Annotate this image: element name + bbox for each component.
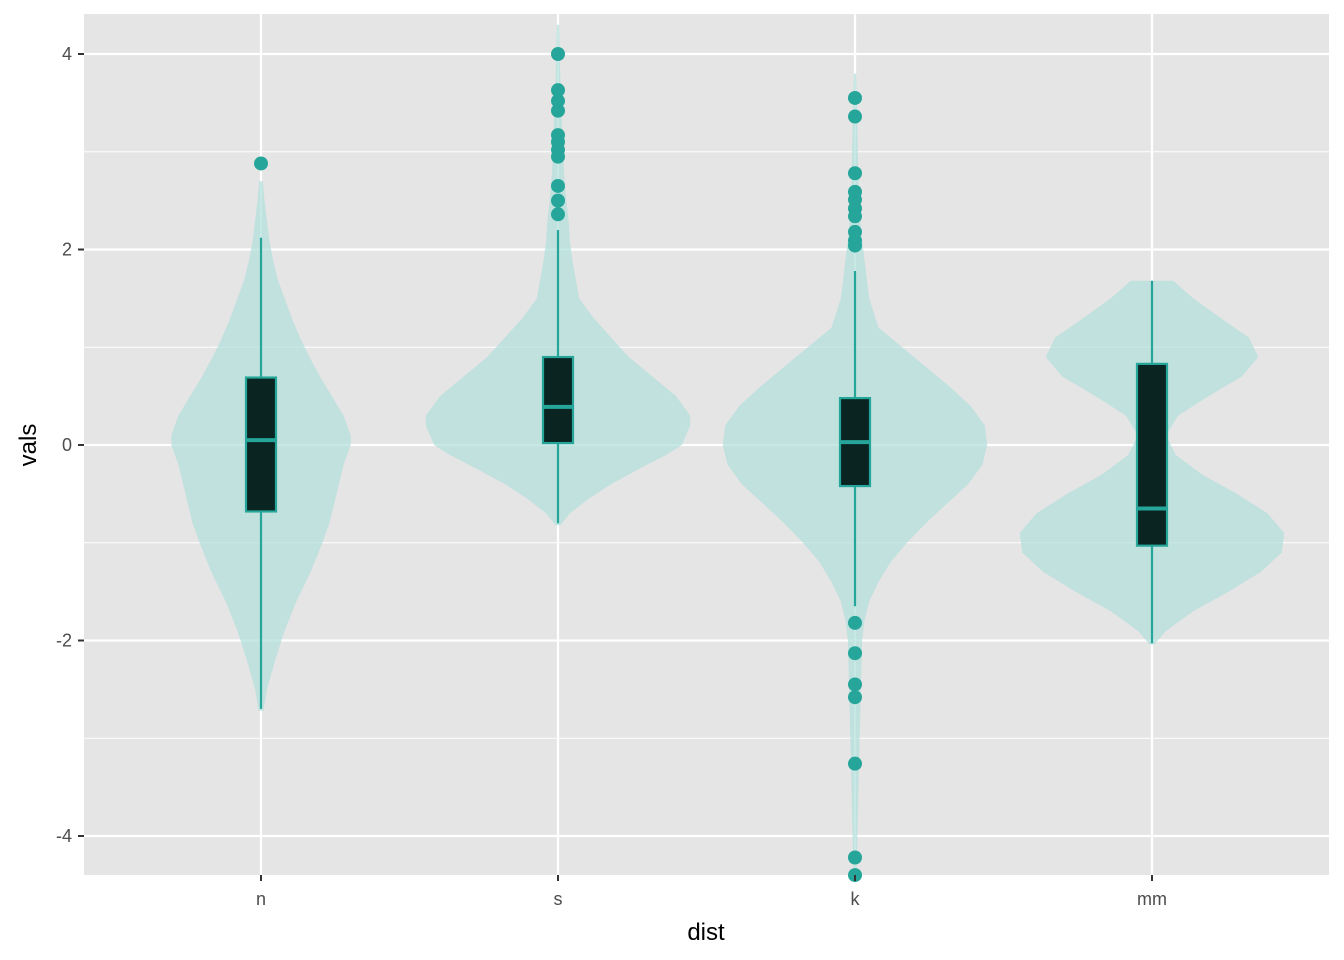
outlier-point-k	[848, 850, 862, 865]
outlier-point-s	[551, 193, 565, 208]
outlier-point-s	[551, 83, 565, 98]
outlier-point-k	[848, 677, 862, 692]
y-tick-label: -2	[56, 631, 72, 651]
outlier-point-s	[551, 207, 565, 222]
outlier-point-k	[848, 238, 862, 253]
outlier-points	[254, 47, 862, 883]
outlier-point-s	[551, 47, 565, 61]
x-tick-label: s	[554, 889, 563, 909]
boxplots	[244, 229, 1169, 709]
x-axis-title: dist	[687, 919, 725, 946]
box-n	[244, 376, 278, 513]
y-tick-label: 0	[62, 435, 72, 455]
outlier-point-k	[848, 646, 862, 661]
y-tick-label: 2	[62, 240, 72, 260]
outlier-point-k	[848, 166, 862, 181]
outlier-point-k	[848, 690, 862, 705]
outlier-point-k	[848, 209, 862, 224]
box-mm	[1135, 362, 1169, 547]
outlier-point-s	[551, 103, 565, 118]
outlier-point-s	[551, 149, 565, 164]
outlier-point-k	[848, 756, 862, 771]
y-tick-label: 4	[62, 44, 72, 64]
y-tick-label: -4	[56, 826, 72, 846]
outlier-point-k	[848, 90, 862, 105]
outlier-point-k	[848, 615, 862, 630]
axes: -4 -2 0 2 4 n s k mm	[56, 44, 1167, 909]
outlier-point-s	[551, 93, 565, 108]
x-tick-label: mm	[1137, 889, 1167, 909]
outlier-point-k	[848, 109, 862, 124]
x-tick-label: k	[851, 889, 861, 909]
x-tick-label: n	[256, 889, 266, 909]
outlier-point-n	[254, 156, 268, 171]
outlier-point-s	[551, 178, 565, 193]
box-s	[541, 355, 575, 445]
y-axis-title: vals	[15, 424, 42, 467]
